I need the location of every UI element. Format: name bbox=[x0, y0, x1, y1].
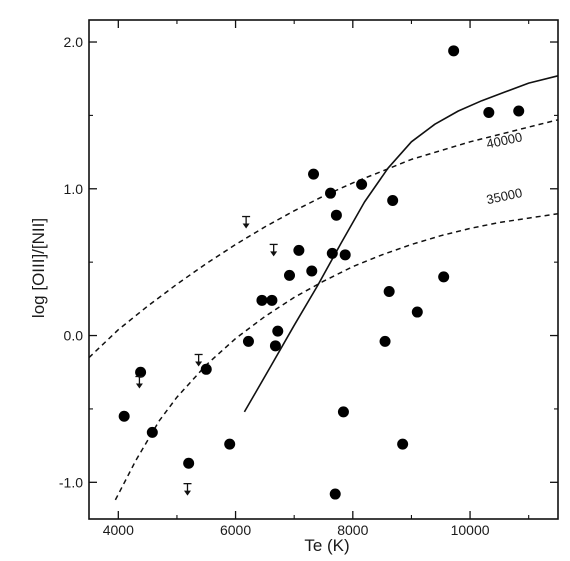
data-point bbox=[397, 438, 409, 450]
data-point bbox=[200, 363, 212, 375]
y-tick-label: 2.0 bbox=[64, 34, 84, 50]
labels-layer: Te (K) log [OIII]/[NII] 40000 35000 bbox=[29, 129, 524, 555]
data-point bbox=[308, 168, 320, 180]
data-point bbox=[383, 286, 395, 298]
data-point bbox=[326, 247, 338, 259]
data-point bbox=[293, 244, 305, 256]
data-point bbox=[483, 106, 495, 118]
data-point bbox=[330, 209, 342, 221]
data-point bbox=[448, 45, 460, 57]
curve-label-40000: 40000 bbox=[485, 129, 523, 151]
data-point bbox=[356, 178, 368, 190]
data-point bbox=[513, 105, 525, 117]
data-point bbox=[146, 426, 158, 438]
x-tick-label: 8000 bbox=[337, 522, 368, 538]
data-point bbox=[337, 406, 349, 418]
data-point bbox=[256, 294, 268, 306]
x-axis-label: Te (K) bbox=[304, 536, 349, 555]
data-point bbox=[224, 438, 236, 450]
points-layer bbox=[118, 45, 525, 500]
upper-limit-arrow bbox=[183, 482, 192, 496]
data-point bbox=[135, 366, 147, 378]
upper-limit-arrow bbox=[269, 243, 278, 257]
data-point bbox=[306, 265, 318, 277]
curve-40000 bbox=[88, 119, 559, 359]
y-axis-label: log [OIII]/[NII] bbox=[29, 218, 48, 318]
x-tick-label: 6000 bbox=[220, 522, 251, 538]
data-point bbox=[183, 457, 195, 469]
curve-label-35000: 35000 bbox=[485, 185, 523, 207]
x-tick-label: 4000 bbox=[103, 522, 134, 538]
upper-limit-arrow bbox=[242, 215, 251, 229]
plot-frame bbox=[88, 19, 559, 520]
data-point bbox=[379, 335, 391, 347]
data-point bbox=[118, 410, 130, 422]
y-tick-label: 0.0 bbox=[64, 328, 84, 344]
axes-layer bbox=[88, 19, 559, 520]
data-point bbox=[242, 335, 254, 347]
data-point bbox=[438, 271, 450, 283]
curve-35000 bbox=[114, 212, 559, 501]
data-point bbox=[269, 340, 281, 352]
data-point bbox=[325, 187, 337, 199]
curve-solid-2 bbox=[243, 75, 559, 413]
upper-limits-layer bbox=[135, 215, 278, 496]
data-point bbox=[411, 306, 423, 318]
x-tick-label: 10000 bbox=[451, 522, 490, 538]
data-point bbox=[339, 249, 351, 261]
ticks-layer: 4000 6000 8000 10000 -1.0 0.0 1.0 2.0 bbox=[59, 20, 558, 538]
curves-layer bbox=[88, 75, 559, 501]
y-tick-label: -1.0 bbox=[59, 474, 83, 490]
data-point bbox=[387, 195, 399, 207]
upper-limit-arrow bbox=[194, 353, 203, 367]
data-point bbox=[329, 488, 341, 500]
data-point bbox=[283, 269, 295, 281]
y-tick-label: 1.0 bbox=[64, 181, 84, 197]
data-point bbox=[272, 325, 284, 337]
data-point bbox=[266, 294, 278, 306]
upper-limit-arrow bbox=[135, 375, 144, 389]
